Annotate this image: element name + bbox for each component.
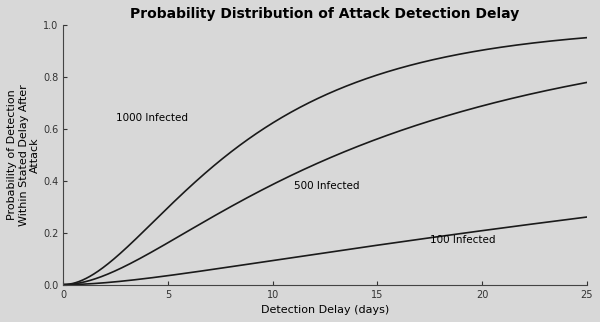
Title: Probability Distribution of Attack Detection Delay: Probability Distribution of Attack Detec…: [130, 7, 520, 21]
X-axis label: Detection Delay (days): Detection Delay (days): [261, 305, 389, 315]
Text: 1000 Infected: 1000 Infected: [116, 113, 188, 123]
Y-axis label: Probability of Detection
Within Stated Delay After
Attack: Probability of Detection Within Stated D…: [7, 84, 40, 226]
Text: 100 Infected: 100 Infected: [430, 235, 495, 245]
Text: 500 Infected: 500 Infected: [293, 181, 359, 191]
